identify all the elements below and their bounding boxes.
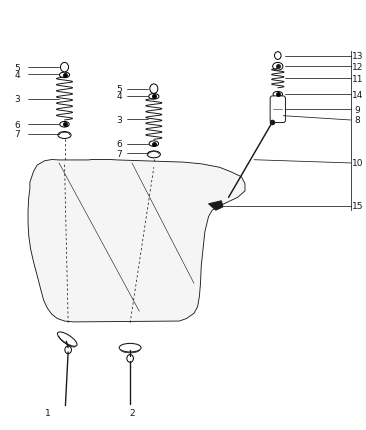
Ellipse shape [57,332,77,347]
Text: 15: 15 [351,202,363,211]
Circle shape [150,85,158,94]
Ellipse shape [273,92,283,98]
Text: 8: 8 [354,116,360,125]
Ellipse shape [273,63,283,71]
Text: 5: 5 [116,85,122,94]
Circle shape [274,52,281,60]
Ellipse shape [60,122,69,128]
Text: 6: 6 [116,140,122,149]
Text: 1: 1 [45,408,51,418]
Text: 9: 9 [354,105,360,114]
FancyBboxPatch shape [270,97,285,123]
Polygon shape [209,201,223,211]
Ellipse shape [59,73,70,79]
Ellipse shape [149,141,158,147]
Polygon shape [28,160,245,322]
Circle shape [127,355,134,362]
Ellipse shape [147,151,160,158]
Ellipse shape [149,94,159,100]
Text: 4: 4 [116,92,122,101]
Ellipse shape [119,344,141,352]
Text: 12: 12 [352,63,363,72]
Text: 5: 5 [14,64,20,73]
Text: 14: 14 [352,90,363,99]
Text: 11: 11 [351,75,363,83]
Text: 13: 13 [351,52,363,61]
Circle shape [65,346,71,354]
Text: 4: 4 [14,71,20,80]
Text: 3: 3 [116,115,122,124]
Text: 3: 3 [14,95,20,104]
Text: 7: 7 [14,130,20,139]
Circle shape [60,63,68,73]
Ellipse shape [58,132,71,139]
Text: 6: 6 [14,120,20,129]
Text: 7: 7 [116,150,122,159]
Text: 10: 10 [351,159,363,168]
Text: 2: 2 [129,408,135,418]
